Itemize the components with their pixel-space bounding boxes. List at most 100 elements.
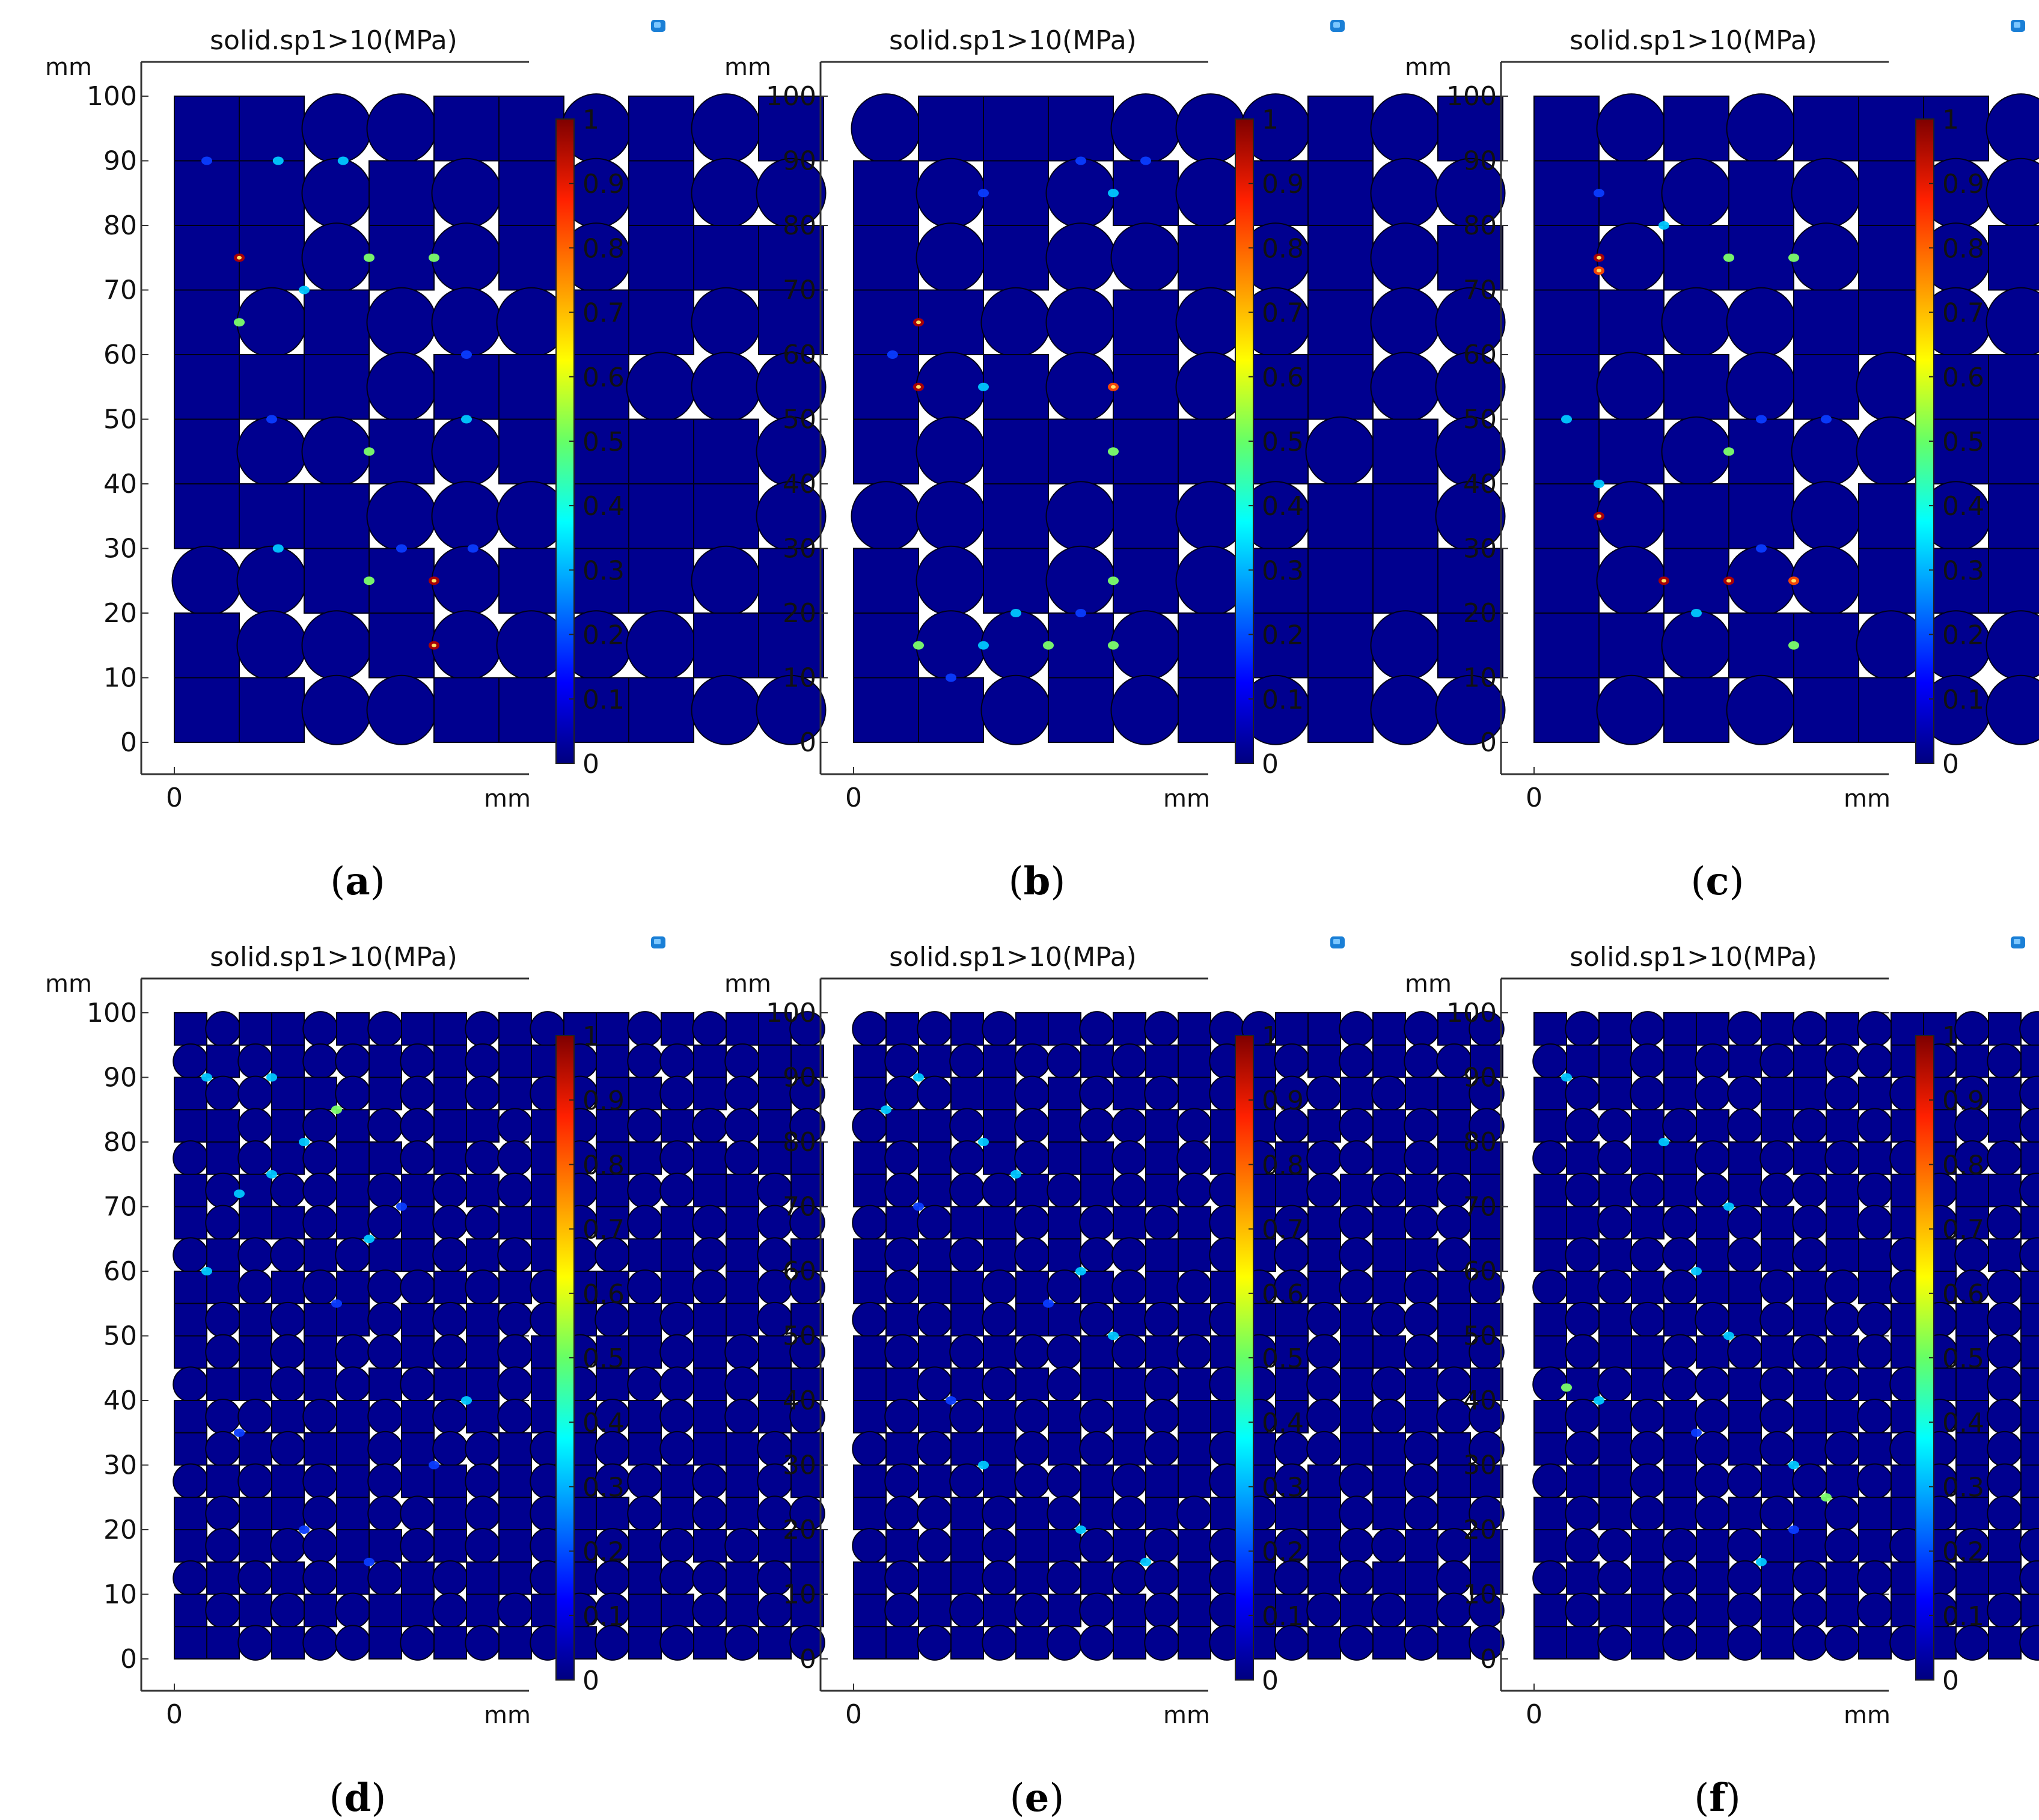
rendering-box-icon	[2011, 20, 2025, 32]
circular-particle	[1532, 1140, 1568, 1176]
square-particle	[1533, 1593, 1567, 1628]
square-particle	[1178, 1206, 1211, 1240]
circular-particle	[236, 287, 307, 358]
circular-particle	[1306, 1399, 1342, 1435]
x-unit-label: mm	[1163, 785, 1210, 813]
stress-hotspot	[364, 1235, 374, 1244]
circular-particle	[1111, 1334, 1148, 1370]
stress-hotspot	[331, 1105, 342, 1114]
panel-f: solid.sp1>10(MPa)mmmm0102030405060708090…	[1405, 936, 2039, 1820]
square-particle	[368, 1626, 402, 1660]
circular-particle	[917, 1495, 953, 1531]
colorbar-tick-label: 0.8	[1942, 1150, 1984, 1180]
square-particle	[1178, 1432, 1211, 1466]
square-particle	[401, 1335, 435, 1369]
square-particle	[950, 1206, 984, 1240]
square-particle	[790, 1593, 824, 1628]
square-particle	[1437, 1626, 1471, 1660]
caption-close: )	[371, 1776, 386, 1820]
colorbar-tick-label: 0.7	[582, 298, 625, 329]
circular-particle	[1371, 1075, 1407, 1112]
circular-particle	[270, 1334, 306, 1370]
square-particle	[1113, 418, 1179, 484]
square-particle	[239, 1432, 272, 1466]
square-particle	[1858, 1497, 1892, 1530]
circular-particle	[982, 1269, 1018, 1305]
square-particle	[1696, 1529, 1729, 1563]
square-particle	[368, 1529, 402, 1563]
x-tick-label: 0	[1526, 1699, 1542, 1730]
panel-e: solid.sp1>10(MPa)mmmm0102030405060708090…	[724, 936, 1505, 1820]
square-particle	[1405, 1076, 1438, 1111]
square-particle	[983, 1400, 1016, 1434]
colorbar-tick-label: 0.3	[582, 555, 625, 586]
circular-particle	[1987, 1463, 2023, 1500]
square-particle	[2020, 1432, 2039, 1466]
circular-particle	[237, 1140, 274, 1176]
circular-particle	[1597, 1108, 1633, 1144]
square-particle	[1566, 1206, 1600, 1240]
square-particle	[433, 96, 500, 162]
square-particle	[2020, 1497, 2039, 1530]
y-unit-label: mm	[724, 970, 771, 998]
square-particle	[1696, 1206, 1729, 1240]
circular-particle	[1306, 1334, 1342, 1370]
square-particle	[174, 1335, 207, 1369]
square-particle	[239, 1012, 272, 1046]
circular-particle	[1630, 1463, 1666, 1500]
square-particle	[790, 1141, 824, 1175]
circular-particle	[1857, 1301, 1893, 1338]
square-particle	[628, 1076, 662, 1111]
square-particle	[1566, 1044, 1600, 1078]
y-tick-label: 80	[1463, 1127, 1497, 1158]
square-particle	[1663, 96, 1729, 162]
square-particle	[1988, 483, 2039, 549]
square-particle	[1858, 225, 1924, 291]
square-particle	[1015, 1367, 1049, 1401]
circular-particle	[1857, 1463, 1893, 1500]
circular-particle	[366, 287, 437, 358]
circular-particle	[270, 1431, 306, 1467]
square-particle	[1663, 1302, 1697, 1337]
y-tick-label: 30	[103, 534, 137, 564]
square-particle	[885, 1109, 919, 1143]
square-particle	[336, 1206, 370, 1240]
colorbar-tick-label: 0.4	[1262, 1408, 1304, 1438]
square-particle	[1307, 1497, 1341, 1530]
square-particle	[693, 418, 759, 484]
square-particle	[1145, 1271, 1179, 1304]
square-particle	[693, 1076, 727, 1111]
square-particle	[1113, 1302, 1146, 1337]
square-particle	[628, 1238, 662, 1272]
y-tick-label: 20	[1463, 1515, 1497, 1545]
sample-field	[851, 93, 1506, 745]
square-particle	[498, 1464, 532, 1498]
circular-particle	[1792, 1011, 1828, 1047]
square-particle	[498, 1626, 532, 1660]
circular-particle	[884, 1237, 920, 1273]
circular-particle	[1014, 1108, 1050, 1144]
square-particle	[1793, 677, 1859, 743]
square-particle	[628, 1302, 662, 1337]
square-particle	[1470, 1529, 1503, 1563]
y-tick-label: 40	[1463, 469, 1497, 499]
circular-particle	[1857, 1172, 1893, 1209]
square-particle	[758, 1141, 792, 1175]
caption-open: (	[1691, 860, 1706, 904]
colorbar-tick-label: 0.5	[1942, 1343, 1984, 1374]
square-particle	[304, 1593, 337, 1628]
square-particle	[1598, 1464, 1632, 1498]
square-particle	[1533, 1109, 1567, 1143]
circular-particle	[1047, 1043, 1083, 1079]
circular-particle	[852, 1528, 888, 1564]
square-particle	[498, 677, 564, 743]
circular-particle	[367, 1205, 403, 1241]
square-particle	[1113, 160, 1179, 226]
square-particle	[498, 96, 564, 162]
chart-title: solid.sp1>10(MPa)	[889, 942, 1137, 973]
circular-particle	[1565, 1237, 1601, 1273]
square-particle	[1728, 225, 1794, 291]
circular-particle	[1339, 1269, 1375, 1305]
square-particle	[433, 1497, 467, 1530]
square-particle	[1631, 1206, 1665, 1240]
